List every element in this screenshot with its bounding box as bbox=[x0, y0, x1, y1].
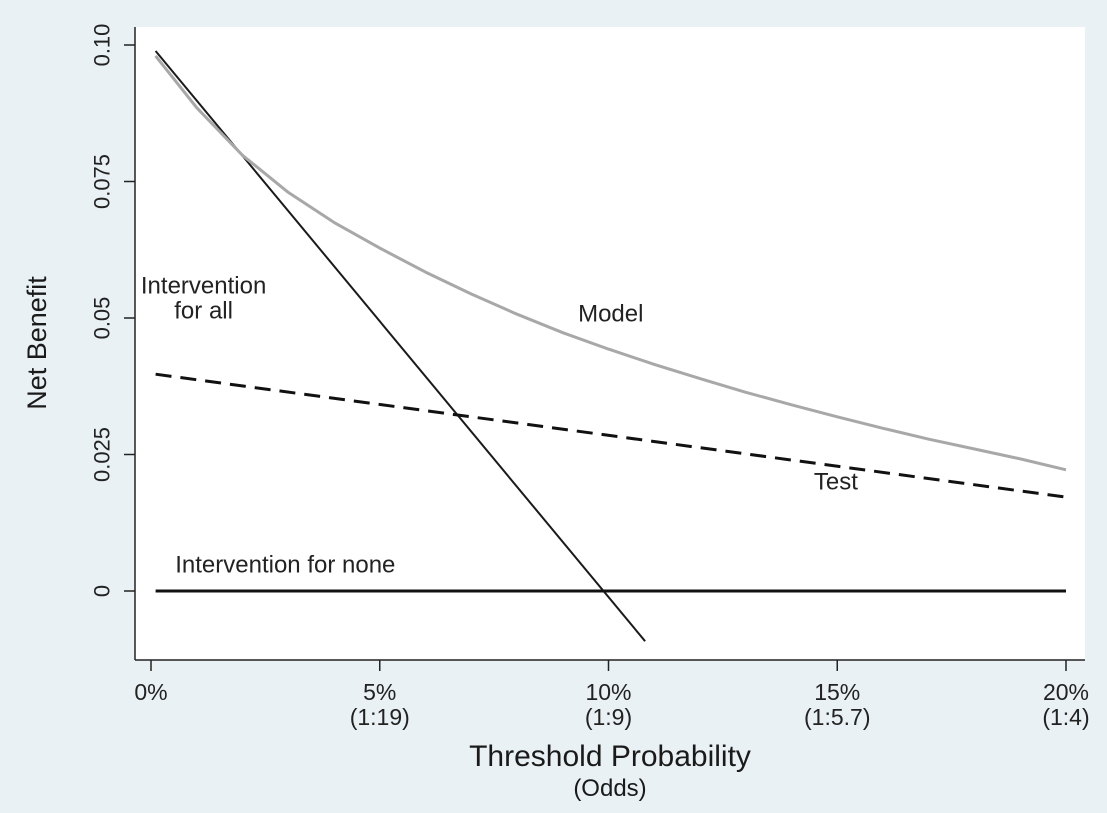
y-axis-title: Net Benefit bbox=[22, 276, 52, 410]
series-label-intervention-for-all: Intervention bbox=[141, 272, 266, 299]
series-label-model: Model bbox=[578, 300, 643, 327]
x-tick-odds-label: (1:5.7) bbox=[804, 704, 870, 730]
y-tick-label: 0.075 bbox=[90, 154, 115, 209]
series-line-test bbox=[155, 372, 1067, 499]
x-tick-odds-label: (1:19) bbox=[350, 704, 410, 730]
x-tick-odds-label: (1:9) bbox=[585, 704, 632, 730]
series-label-intervention-for-none: Intervention for none bbox=[175, 551, 395, 578]
x-tick-odds-label: (1:4) bbox=[1042, 704, 1089, 730]
series-label-test: Test bbox=[814, 468, 858, 495]
x-tick-label: 10% bbox=[585, 679, 631, 705]
series-label-intervention-for-all: for all bbox=[174, 297, 233, 324]
y-tick-label: 0.025 bbox=[90, 427, 115, 482]
x-axis-subtitle: (Odds) bbox=[573, 775, 646, 802]
y-tick-label: 0.05 bbox=[90, 297, 115, 340]
x-tick-label: 5% bbox=[363, 679, 396, 705]
y-axis-ticks: 0 0.025 0.05 0.075 0.10 bbox=[90, 24, 135, 597]
x-tick-label: 15% bbox=[814, 679, 860, 705]
x-tick-label: 0% bbox=[134, 679, 167, 705]
y-tick-label: 0.10 bbox=[90, 24, 115, 67]
y-tick-label: 0 bbox=[90, 585, 115, 597]
x-axis-title: Threshold Probability bbox=[469, 740, 751, 773]
series-lines bbox=[154, 50, 1067, 642]
plot-area bbox=[135, 27, 1085, 660]
x-tick-label: 20% bbox=[1043, 679, 1089, 705]
x-axis-ticks: 0% 5%(1:19) 10%(1:9) 15%(1:5.7) 20%(1:4) bbox=[134, 660, 1090, 730]
series-line-model bbox=[154, 54, 1067, 472]
